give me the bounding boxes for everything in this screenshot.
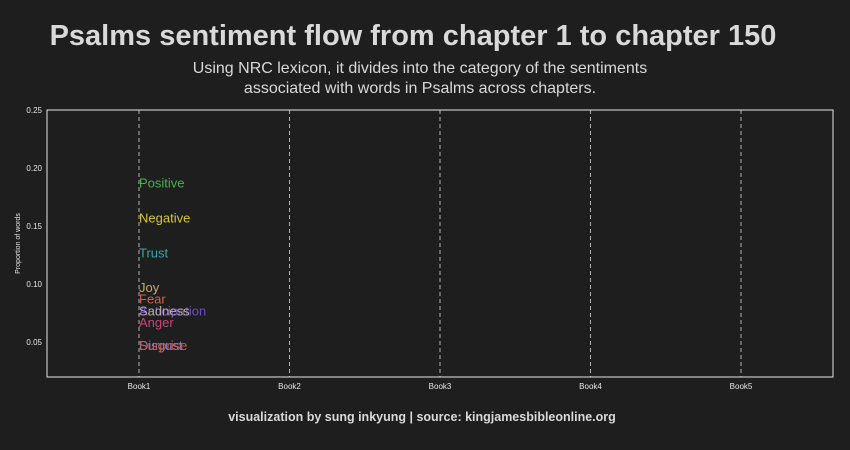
chart-subtitle-line-1: Using NRC lexicon, it divides into the c… <box>193 60 647 77</box>
y-axis-label: Proportion of words <box>15 213 22 274</box>
y-tick-label: 0.05 <box>26 338 42 347</box>
y-tick-label: 0.10 <box>26 280 42 289</box>
x-tick-label: Book3 <box>429 382 452 391</box>
x-tick-label: Book2 <box>278 382 301 391</box>
y-tick-label: 0.15 <box>26 222 42 231</box>
y-tick-label: 0.25 <box>26 106 42 115</box>
series-label-fear: Fear <box>139 292 166 307</box>
series-label-joy: Joy <box>139 280 160 295</box>
series-label-positive: Positive <box>139 176 185 191</box>
x-tick-label: Book4 <box>579 382 602 391</box>
series-label-negative: Negative <box>139 210 190 225</box>
series-label-sadness: Sadness <box>139 303 190 318</box>
chart-title: Psalms sentiment flow from chapter 1 to … <box>50 20 777 52</box>
series-label-anger: Anger <box>139 315 174 330</box>
chart-caption: visualization by sung inkyung | source: … <box>228 410 616 424</box>
series-label-surprise: Surprise <box>139 338 187 353</box>
series-label-disgust: Disgust <box>139 338 183 353</box>
series-label-anticipation: Anticipation <box>139 303 206 318</box>
plot-area: Book1 Book2 Book3 Book4 Book5 0.05 0.10 0.15 0.2… <box>15 106 834 391</box>
x-tick-label: Book5 <box>730 382 753 391</box>
y-tick-label: 0.20 <box>26 164 42 173</box>
x-tick-label: Book1 <box>128 382 151 391</box>
chart-subtitle-line-2: associated with words in Psalms across c… <box>244 80 596 97</box>
series-label-trust: Trust <box>139 245 169 260</box>
